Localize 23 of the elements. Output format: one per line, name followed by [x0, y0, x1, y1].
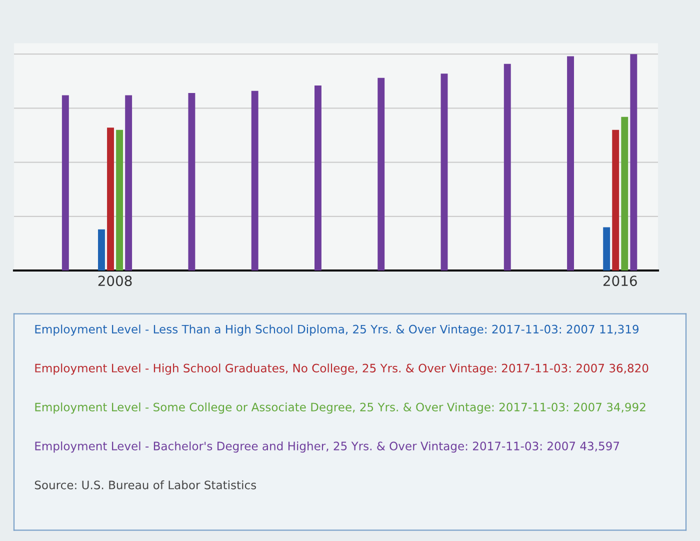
bar	[107, 128, 114, 270]
bar	[251, 90, 258, 270]
source-note: Source: U.S. Bureau of Labor Statistics	[34, 480, 256, 490]
bar	[621, 116, 628, 270]
text: Employment Level - Some College or Associate Degree, 25 Yrs. & Over Vintage: 2017-11-03: 2007 34,992	[35, 402, 646, 414]
bar	[440, 74, 448, 270]
bar	[378, 78, 385, 270]
bar	[98, 229, 105, 270]
bar	[567, 56, 574, 270]
bar	[125, 95, 132, 270]
bar	[314, 85, 322, 270]
x-tick-label: 2016	[603, 276, 637, 286]
text: Employment Level - Bachelor's Degree and Higher, 25 Yrs. & Over Vintage: 2017-11-03: 2007 43,597	[35, 441, 620, 453]
bar	[603, 227, 610, 270]
bar	[62, 95, 69, 270]
x-tick-label: 2008	[98, 276, 132, 286]
bar	[504, 64, 511, 270]
text: Employment Level - High School Graduates, No College, 25 Yrs. & Over Vintage: 2017-11-03: 2007 36,820	[35, 364, 648, 375]
bar	[116, 130, 124, 270]
bar	[612, 130, 620, 270]
bar	[188, 93, 196, 270]
text: Employment Level - Less Than a High School Diploma, 25 Yrs. & Over Vintage: 2017-11-03: 2007 11,319	[35, 324, 639, 336]
bar	[630, 54, 638, 270]
